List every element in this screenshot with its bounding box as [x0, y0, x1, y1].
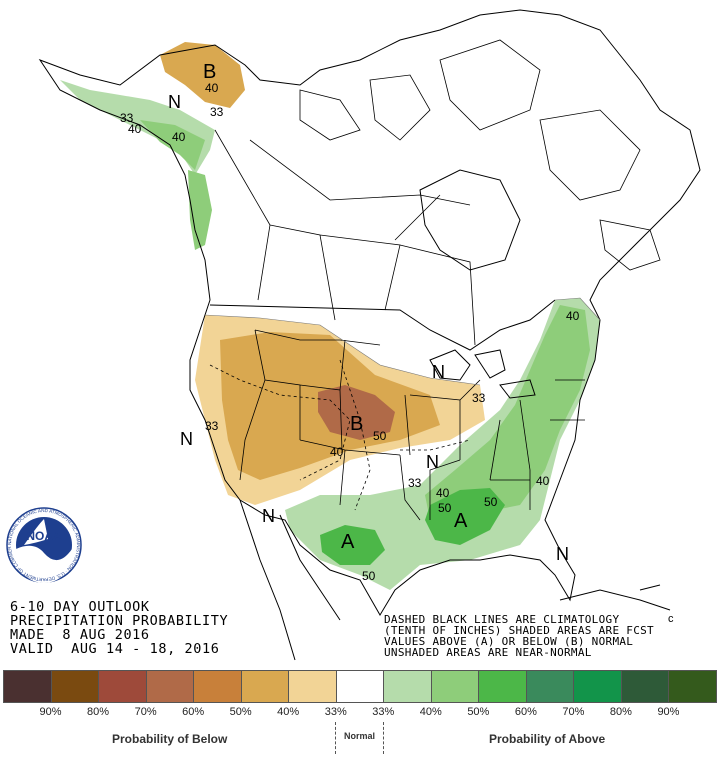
label-alaska-33: 33 [210, 105, 224, 119]
legend-swatch [335, 670, 385, 703]
label-se-40: 40 [536, 474, 550, 488]
noaa-logo-text: NOAA [26, 529, 62, 543]
legend-normal-divider [335, 722, 336, 754]
label-lakes-N: N [432, 362, 445, 382]
legend-label: 80% [87, 706, 110, 718]
label-notes-c: c [668, 613, 674, 625]
alaska-above-40-region [140, 120, 205, 170]
climatology-lines [209, 359, 471, 511]
boundaries [38, 9, 701, 661]
label-plains-B: B [350, 413, 363, 435]
alaska-below-40-region [160, 42, 245, 108]
label-mid-33: 33 [408, 476, 422, 490]
texas-above-50-region [320, 525, 385, 565]
east-above-40-region [425, 305, 590, 520]
label-plains-50: 50 [373, 429, 387, 443]
legend-normal-divider-right [383, 722, 384, 754]
great-lakes [429, 349, 536, 399]
label-west-N: N [180, 429, 193, 449]
title-line-3: MADE 8 AUG 2016 [10, 627, 150, 643]
note-line-2: (TENTH OF INCHES) SHADED AREAS ARE FCST [384, 624, 654, 637]
label-west-33: 33 [205, 419, 219, 433]
plains-below-50-region [318, 385, 395, 440]
hudson-bay [419, 169, 521, 271]
label-texas-A: A [341, 531, 355, 553]
legend-swatch [430, 670, 480, 703]
legend-label: 40% [419, 706, 442, 718]
us-canada-border [209, 299, 556, 351]
note-line-4: UNSHADED AREAS ARE NEAR-NORMAL [384, 646, 592, 659]
outlook-map: B 40 33 N 33 40 40 B 50 40 33 N N N 33 N… [6, 9, 701, 661]
label-texas-50: 50 [362, 569, 376, 583]
legend-swatch [383, 670, 432, 703]
legend-swatch [50, 670, 100, 703]
legend-swatch [573, 670, 622, 703]
caribbean [559, 584, 671, 611]
legend-swatch [240, 670, 290, 703]
label-alaska-B: B [203, 61, 216, 83]
legend-label: 50% [467, 706, 490, 718]
label-alaska-40b: 40 [128, 122, 142, 136]
title-line-2: PRECIPITATION PROBABILITY [10, 613, 229, 629]
note-line-1: DASHED BLACK LINES ARE CLIMATOLOGY [384, 613, 620, 626]
legend-swatch [3, 670, 52, 703]
label-alaska-N: N [168, 92, 181, 112]
legend-color-bar [3, 670, 717, 703]
legend-swatch [193, 670, 242, 703]
label-sw-N: N [262, 506, 275, 526]
label-mid-N: N [426, 452, 439, 472]
legend-label: 40% [277, 706, 300, 718]
legend-swatch [288, 670, 337, 703]
label-gulf-50a: 50 [438, 501, 452, 515]
legend-swatch [668, 670, 717, 703]
title-line-1: 6-10 DAY OUTLOOK [10, 599, 150, 615]
label-gulf-A: A [454, 510, 468, 532]
legend-label: 70% [134, 706, 157, 718]
legend-normal-caption: Normal [344, 731, 376, 741]
gulf-above-50-region [425, 488, 505, 545]
legend-label: 60% [514, 706, 537, 718]
arctic-islands [299, 39, 661, 271]
legend-label: 70% [562, 706, 585, 718]
legend-below-caption: Probability of Below [112, 732, 228, 746]
province-lines [214, 129, 476, 346]
legend-swatch [620, 670, 670, 703]
label-alaska-40c: 40 [172, 130, 186, 144]
mexico-outline [239, 499, 341, 661]
label-gulf-40: 40 [436, 486, 450, 500]
legend-label: 33% [372, 706, 395, 718]
state-lines [239, 329, 585, 521]
legend-swatch [478, 670, 527, 703]
label-gulf-50b: 50 [484, 495, 498, 509]
label-alaska-40: 40 [205, 81, 219, 95]
legend-label: 50% [229, 706, 252, 718]
label-florida-N: N [556, 544, 569, 564]
legend-swatch [145, 670, 195, 703]
contour-lines [204, 297, 601, 386]
legend-swatch [525, 670, 575, 703]
label-plains-40: 40 [330, 445, 344, 459]
legend-label: 33% [324, 706, 347, 718]
legend-labels: 90% 80% 70% 60% 50% 40% 33% 33% 40% 50% 60% 70% 80% 9… [3, 706, 716, 720]
legend-swatch [98, 670, 147, 703]
label-ne-40: 40 [566, 309, 580, 323]
noaa-logo: NOAA NATIONAL OCEANIC AND ATMOSPHERIC AD… [6, 507, 82, 583]
east-above-33-region [285, 298, 600, 590]
title-line-4: VALID AUG 14 - 18, 2016 [10, 641, 220, 657]
label-alaska-33b: 33 [120, 111, 134, 125]
legend-label: 80% [609, 706, 632, 718]
legend-label: 60% [182, 706, 205, 718]
label-lakes-33: 33 [472, 391, 486, 405]
pnw-above-region [188, 170, 212, 250]
coastline [38, 9, 701, 616]
legend-label: 90% [657, 706, 680, 718]
legend-label: 90% [39, 706, 62, 718]
legend-above-caption: Probability of Above [489, 732, 606, 746]
map-labels: B 40 33 N 33 40 40 B 50 40 33 N N N 33 N… [120, 61, 674, 625]
note-line-3: VALUES ABOVE (A) OR BELOW (B) NORMAL [384, 635, 634, 648]
